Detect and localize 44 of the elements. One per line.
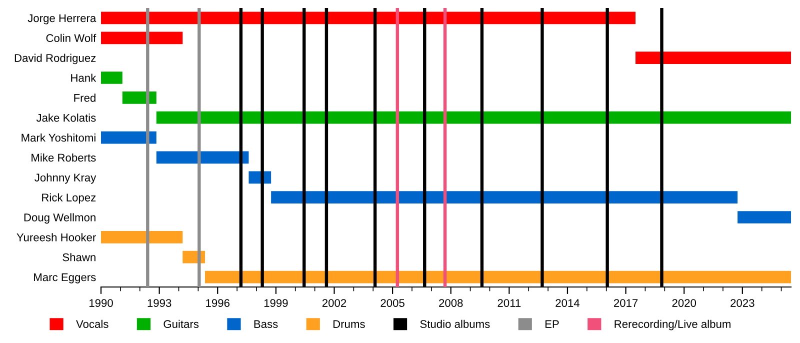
bar xyxy=(122,92,156,104)
y-tick-label: Jorge Herrera xyxy=(28,14,96,24)
bar xyxy=(204,270,791,284)
x-tick-label: 1993 xyxy=(148,299,172,307)
bar xyxy=(101,72,122,84)
legend-label: Vocals xyxy=(76,320,108,328)
y-tick-label: Mike Roberts xyxy=(32,153,96,162)
y-tick-label: Mark Yoshitomi xyxy=(22,134,96,142)
y-tick-label: Fred xyxy=(74,94,96,102)
y-tick-label: Rick Lopez xyxy=(42,193,96,204)
bar xyxy=(156,111,791,124)
y-tick-label: Marc Eggers xyxy=(34,273,96,284)
bar xyxy=(101,32,183,44)
legend-label: Rerecording/Live album xyxy=(614,320,730,330)
x-tick-label: 1990 xyxy=(89,299,113,307)
x-tick-label: 2014 xyxy=(556,299,580,307)
x-tick-label: 2017 xyxy=(614,299,638,307)
legend-label: Bass xyxy=(254,320,278,328)
legend-label: Guitars xyxy=(164,320,199,328)
x-tick-label: 2002 xyxy=(322,299,346,307)
x-tick-label: 2020 xyxy=(672,299,696,307)
bar xyxy=(156,151,249,164)
y-tick-label: Johnny Kray xyxy=(34,173,96,184)
bar xyxy=(101,231,183,244)
x-tick-label: 1996 xyxy=(206,299,230,307)
y-tick-label: Jake Kolatis xyxy=(36,114,96,122)
legend-label: EP xyxy=(545,320,559,328)
x-tick-label: 2005 xyxy=(380,299,404,307)
y-tick-label: Yureesh Hooker xyxy=(16,233,96,242)
x-tick-label: 1999 xyxy=(264,299,288,307)
y-tick-label: Doug Wellmon xyxy=(24,213,96,224)
bar xyxy=(636,52,791,64)
bar xyxy=(101,131,156,144)
y-tick-label: David Rodriguez xyxy=(14,54,96,64)
y-tick-label: Shawn xyxy=(62,253,96,262)
bar xyxy=(271,191,738,204)
x-tick-label: 2023 xyxy=(730,299,754,307)
bar xyxy=(738,211,791,224)
x-tick-label: 2011 xyxy=(498,299,521,307)
x-tick-label: 2008 xyxy=(439,299,463,307)
legend-label: Drums xyxy=(333,320,365,328)
legend-label: Studio albums xyxy=(420,320,490,328)
y-tick-label: Colin Wolf xyxy=(46,34,96,42)
y-tick-label: Hank xyxy=(71,74,96,82)
